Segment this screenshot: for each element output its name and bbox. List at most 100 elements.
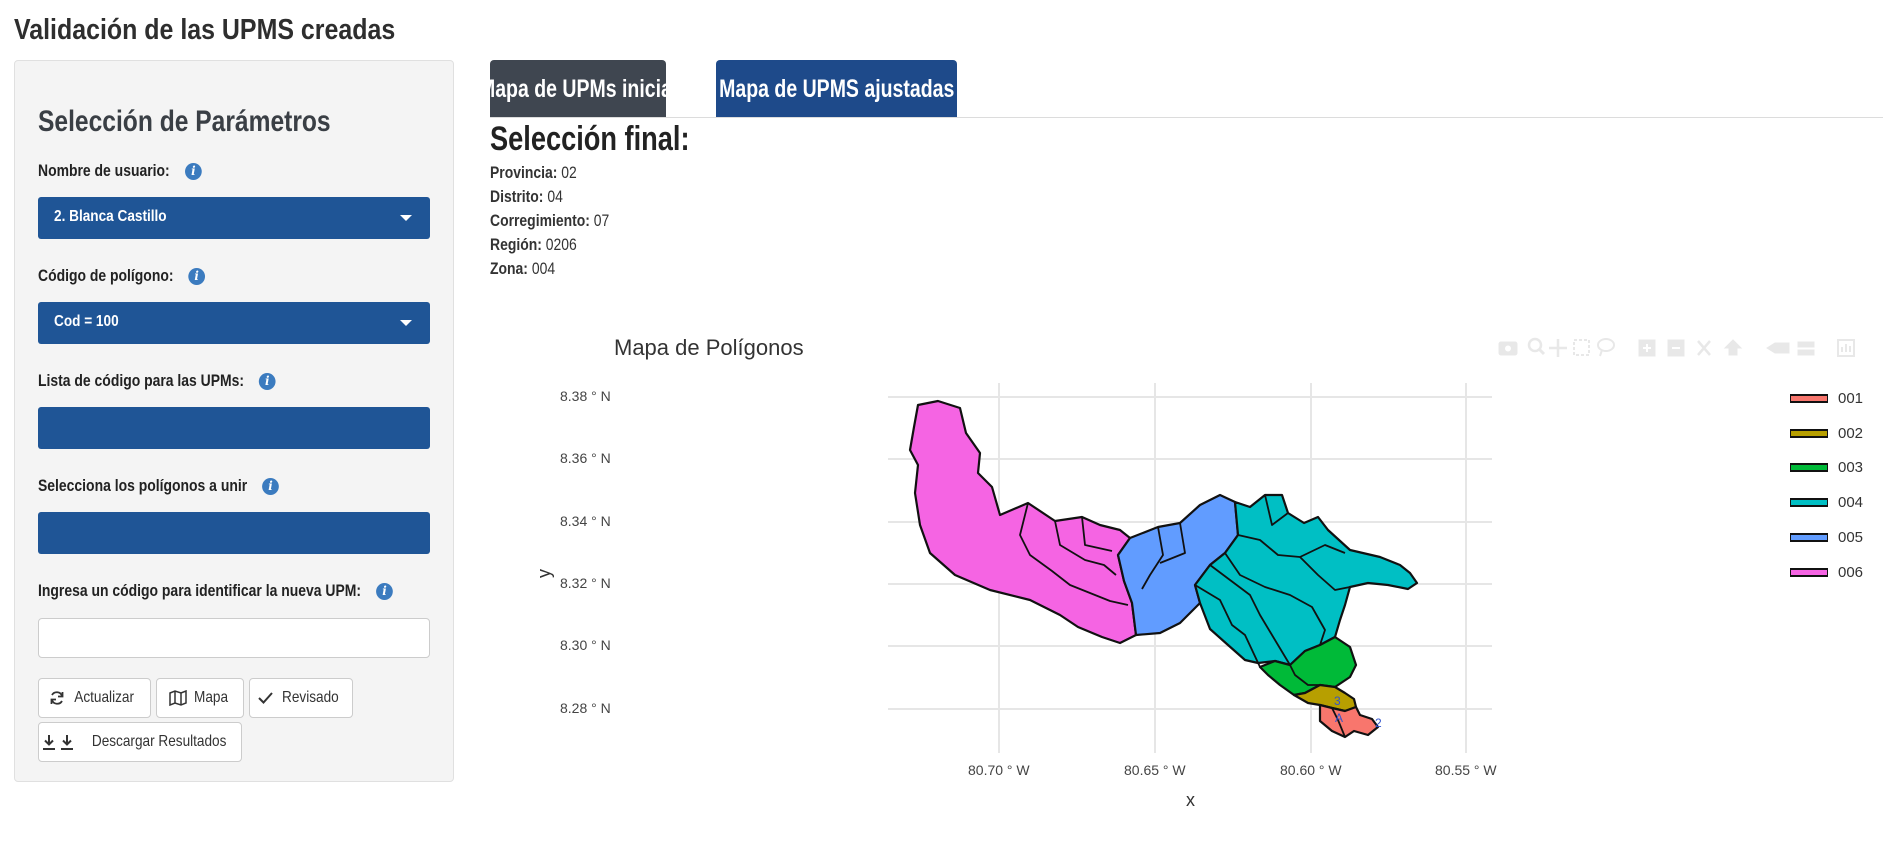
download-button-label: Descargar Resultados xyxy=(91,733,227,750)
info-icon[interactable]: i xyxy=(262,477,279,495)
hover-closest-icon[interactable] xyxy=(1797,341,1815,356)
info-icon[interactable]: i xyxy=(259,372,276,390)
svg-text:2: 2 xyxy=(1375,716,1382,730)
zoom-out-icon[interactable] xyxy=(1667,339,1685,357)
info-value: 0206 xyxy=(545,235,577,254)
info-key: Zona: xyxy=(490,259,528,278)
map-button-label: Mapa xyxy=(193,689,229,706)
legend-item-001[interactable]: 001 xyxy=(1790,390,1870,407)
polygon-labels: 3 A 2 xyxy=(1334,694,1382,730)
tab-initial-map[interactable]: Mapa de UPMs inicial xyxy=(479,60,677,118)
download-icon xyxy=(42,735,73,750)
legend-item-004[interactable]: 004 xyxy=(1790,494,1870,511)
new-upm-input[interactable] xyxy=(38,618,430,658)
y-tick-label: 8.32 ° N xyxy=(560,575,611,591)
tab-divider xyxy=(490,117,1883,118)
legend-label: 002 xyxy=(1838,425,1864,442)
zoom-icon[interactable] xyxy=(1527,337,1546,356)
y-axis-title: y xyxy=(534,569,554,578)
upm-codes-select[interactable] xyxy=(38,407,430,449)
sidebar-title: Selección de Parámetros xyxy=(38,105,331,138)
svg-text:A: A xyxy=(1335,711,1343,725)
legend-item-002[interactable]: 002 xyxy=(1790,425,1870,442)
info-value: 004 xyxy=(531,259,556,278)
legend-item-003[interactable]: 003 xyxy=(1790,459,1870,476)
legend-swatch xyxy=(1790,568,1828,577)
new-upm-label: Ingresa un código para identificar la nu… xyxy=(38,581,393,601)
polygons-join-label: Selecciona los polígonos a unir i xyxy=(38,476,279,496)
info-key: Provincia: xyxy=(490,163,558,182)
legend-label: 003 xyxy=(1838,459,1864,476)
legend-label: 004 xyxy=(1838,494,1864,511)
info-icon[interactable]: i xyxy=(376,582,393,600)
chevron-down-icon xyxy=(400,320,412,326)
polygon-label: Código de polígono: i xyxy=(38,266,206,286)
info-key: Corregimiento: xyxy=(490,211,590,230)
download-button[interactable]: Descargar Resultados xyxy=(38,722,242,762)
polygon-select-value: Cod = 100 xyxy=(54,313,119,330)
zoom-in-icon[interactable] xyxy=(1638,339,1656,357)
reviewed-button-label: Revisado xyxy=(282,689,339,706)
update-button-label: Actualizar xyxy=(74,689,135,706)
y-tick-label: 8.38 ° N xyxy=(560,388,611,404)
polygon-map-plot[interactable]: 3 A 2 xyxy=(880,375,1500,765)
polygon-select[interactable]: Cod = 100 xyxy=(38,302,430,344)
user-label-text: Nombre de usuario: xyxy=(38,161,170,180)
info-icon[interactable]: i xyxy=(188,267,206,285)
polygon-002[interactable] xyxy=(1292,683,1358,713)
upm-codes-label-text: Lista de código para las UPMs: xyxy=(38,371,245,390)
legend-swatch xyxy=(1790,394,1828,403)
y-tick-label: 8.30 ° N xyxy=(560,637,611,653)
lasso-icon[interactable] xyxy=(1597,338,1615,357)
info-zona: Zona: 004 xyxy=(490,259,555,279)
refresh-icon xyxy=(50,691,64,705)
legend-swatch xyxy=(1790,429,1828,438)
hover-compare-icon[interactable] xyxy=(1837,339,1855,357)
legend-item-006[interactable]: 006 xyxy=(1790,564,1870,581)
x-tick-label: 80.55 ° W xyxy=(1435,762,1497,778)
app-title: Validación de las UPMS creadas xyxy=(14,14,396,46)
map-button[interactable]: Mapa xyxy=(156,678,244,718)
plot-modebar xyxy=(1498,337,1855,357)
map-title: Mapa de Polígonos xyxy=(614,335,804,360)
info-provincia: Provincia: 02 xyxy=(490,163,577,183)
box-select-icon[interactable] xyxy=(1573,339,1590,356)
y-tick-label: 8.28 ° N xyxy=(560,700,611,716)
tab-initial-map-label: Mapa de UPMs inicial xyxy=(478,74,678,103)
polygons-join-label-text: Selecciona los polígonos a unir xyxy=(38,476,248,495)
info-value: 04 xyxy=(547,187,563,206)
info-key: Distrito: xyxy=(490,187,544,206)
info-region: Región: 0206 xyxy=(490,235,577,255)
legend-swatch xyxy=(1790,533,1828,542)
info-icon[interactable]: i xyxy=(184,162,202,180)
tab-adjusted-map-label: Mapa de UPMS ajustadas xyxy=(718,74,955,103)
user-select-value: 2. Blanca Castillo xyxy=(54,208,167,225)
info-value: 07 xyxy=(593,211,610,230)
legend-swatch xyxy=(1790,498,1828,507)
legend-label: 006 xyxy=(1838,564,1864,581)
pan-icon[interactable] xyxy=(1549,339,1567,357)
info-key: Región: xyxy=(490,235,542,254)
user-select[interactable]: 2. Blanca Castillo xyxy=(38,197,430,239)
internal-boundaries xyxy=(1019,494,1351,738)
camera-icon[interactable] xyxy=(1498,341,1518,356)
polygons-join-select[interactable] xyxy=(38,512,430,554)
tab-adjusted-map[interactable]: Mapa de UPMS ajustadas xyxy=(716,60,957,118)
chevron-down-icon xyxy=(400,215,412,221)
reviewed-button[interactable]: Revisado xyxy=(249,678,353,718)
info-corregimiento: Corregimiento: 07 xyxy=(490,211,609,231)
y-tick-label: 8.34 ° N xyxy=(560,513,611,529)
reset-axes-icon[interactable] xyxy=(1723,339,1743,356)
polygon-003[interactable] xyxy=(1258,635,1358,697)
x-axis-title: x xyxy=(1186,790,1195,810)
polygon-label-text: Código de polígono: xyxy=(38,266,174,285)
legend-swatch xyxy=(1790,463,1828,472)
x-tick-label: 80.65 ° W xyxy=(1124,762,1186,778)
check-icon xyxy=(258,692,273,704)
legend-item-005[interactable]: 005 xyxy=(1790,529,1870,546)
autoscale-icon[interactable] xyxy=(1697,340,1711,356)
spike-lines-icon[interactable] xyxy=(1766,342,1790,354)
info-distrito: Distrito: 04 xyxy=(490,187,563,207)
new-upm-label-text: Ingresa un código para identificar la nu… xyxy=(38,581,362,600)
update-button[interactable]: Actualizar xyxy=(38,678,151,718)
